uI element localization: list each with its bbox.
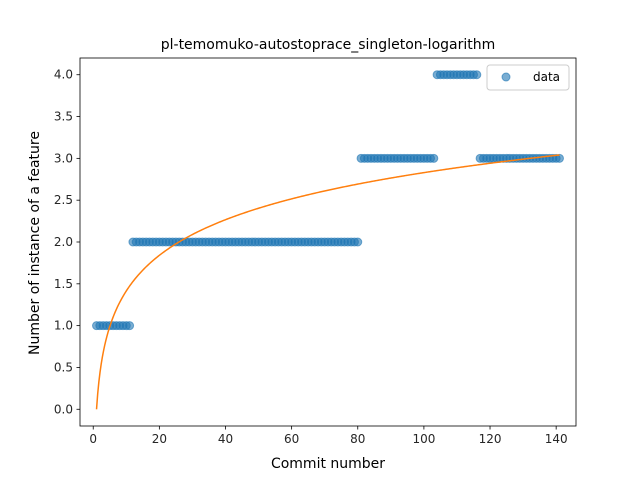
y-tick-label: 2.5 <box>54 193 73 207</box>
data-point <box>353 237 363 247</box>
y-tick-label: 3.0 <box>54 151 73 165</box>
x-tick-label: 80 <box>350 432 365 446</box>
y-axis: 0.0 0.5 1.0 1.5 2.0 2.5 3.0 3.5 4.0 <box>54 68 80 416</box>
legend-box <box>486 64 570 91</box>
x-tick-label: 120 <box>479 432 502 446</box>
legend: data <box>486 64 570 91</box>
scatter-series <box>92 70 564 331</box>
data-point <box>429 153 439 163</box>
y-tick-label: 0.0 <box>54 402 73 416</box>
x-axis: 0 20 40 60 80 100 120 140 <box>89 426 568 446</box>
x-tick-label: 0 <box>89 432 97 446</box>
x-tick-label: 60 <box>284 432 299 446</box>
data-point <box>554 153 564 163</box>
x-tick-label: 100 <box>412 432 435 446</box>
y-tick-label: 3.5 <box>54 110 73 124</box>
y-tick-label: 1.5 <box>54 277 73 291</box>
x-tick-label: 40 <box>218 432 233 446</box>
y-tick-label: 1.0 <box>54 319 73 333</box>
y-tick-label: 4.0 <box>54 68 73 82</box>
x-tick-label: 140 <box>545 432 568 446</box>
y-tick-label: 0.5 <box>54 360 73 374</box>
plot-area <box>79 57 577 427</box>
x-axis-label: Commit number <box>271 456 385 472</box>
legend-label: data <box>533 70 560 84</box>
data-point <box>125 321 135 331</box>
fit-line <box>95 154 560 410</box>
chart-title: pl-temomuko-autostoprace_singleton-logar… <box>161 37 496 53</box>
y-tick-label: 2.0 <box>54 235 73 249</box>
legend-marker <box>501 72 511 82</box>
data-point <box>472 70 482 80</box>
x-tick-label: 20 <box>152 432 167 446</box>
y-axis-label: Number of instance of a feature <box>27 131 43 355</box>
